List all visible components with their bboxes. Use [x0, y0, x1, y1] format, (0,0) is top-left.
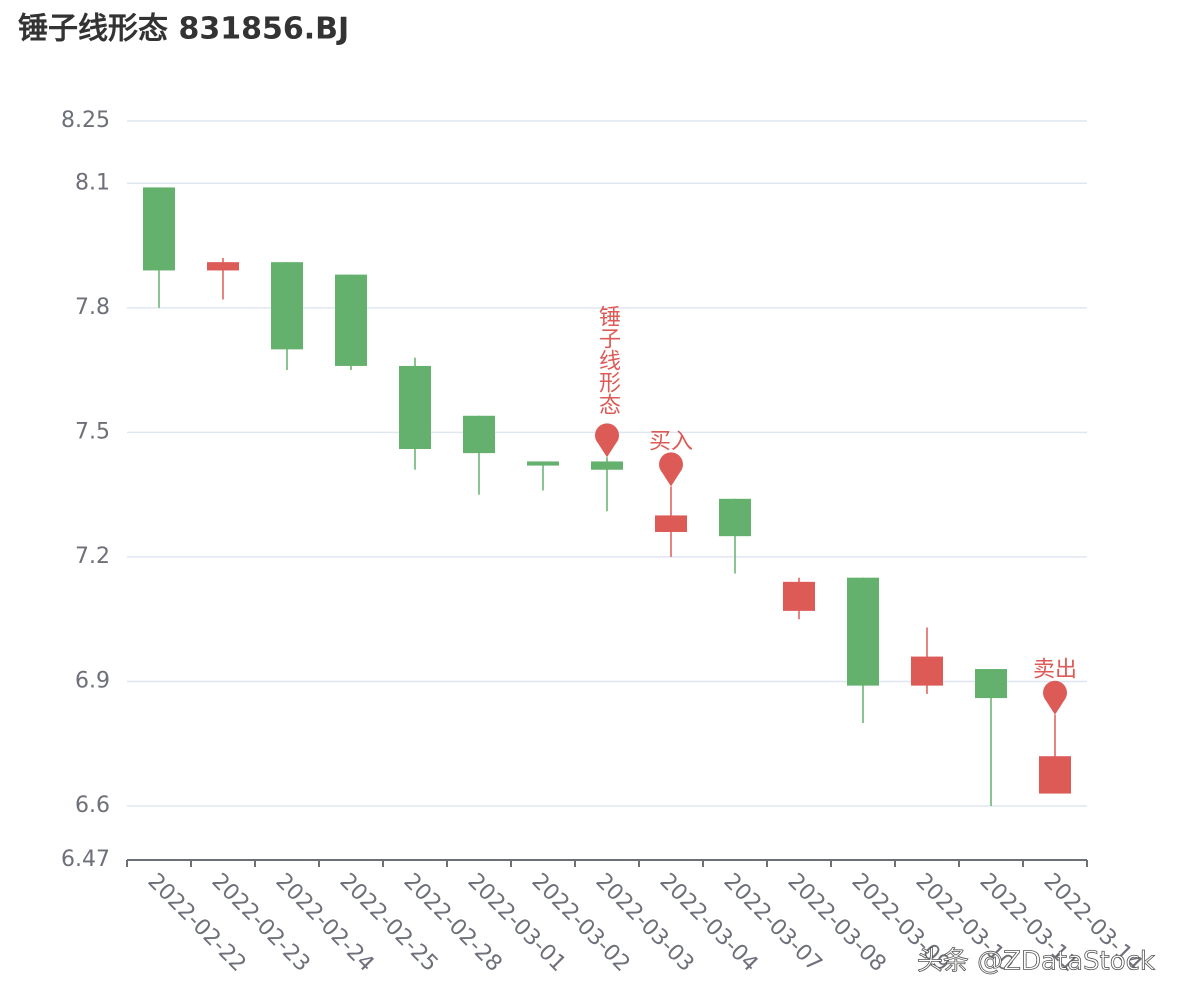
y-tick-label: 6.9 — [75, 668, 110, 693]
candle-body — [399, 365, 431, 449]
candle-body — [143, 187, 175, 271]
marker-label: 买入 — [649, 429, 693, 454]
candle-body — [591, 461, 623, 470]
candle-body — [207, 262, 239, 271]
y-tick-label: 6.47 — [61, 847, 110, 872]
y-tick-label: 8.1 — [75, 170, 110, 195]
y-tick-label: 8.25 — [61, 108, 110, 133]
candle-body — [335, 274, 367, 366]
y-tick-label: 7.5 — [75, 419, 110, 444]
y-tick-label: 7.8 — [75, 295, 110, 320]
candle-body — [527, 461, 559, 466]
candle-body — [1039, 756, 1071, 794]
marker-pin — [1043, 680, 1068, 715]
candle-body — [911, 656, 943, 686]
candle-body — [463, 415, 495, 454]
candle-body — [975, 669, 1007, 699]
candle-body — [719, 498, 751, 537]
y-tick-label: 6.6 — [75, 793, 110, 818]
marker-label: 锤子线形态 — [595, 305, 621, 415]
marker-pin — [659, 452, 683, 487]
y-tick-label: 7.2 — [75, 544, 110, 569]
candle-body — [655, 515, 687, 533]
candle-body — [271, 262, 303, 350]
chart-title: 锤子线形态 831856.BJ — [18, 12, 349, 47]
marker-pin — [595, 423, 620, 458]
candle-body — [847, 577, 879, 686]
marker-label: 卖出 — [1033, 658, 1077, 683]
candle-body — [783, 581, 815, 611]
watermark: 头条 @ZDataStock — [917, 947, 1155, 977]
